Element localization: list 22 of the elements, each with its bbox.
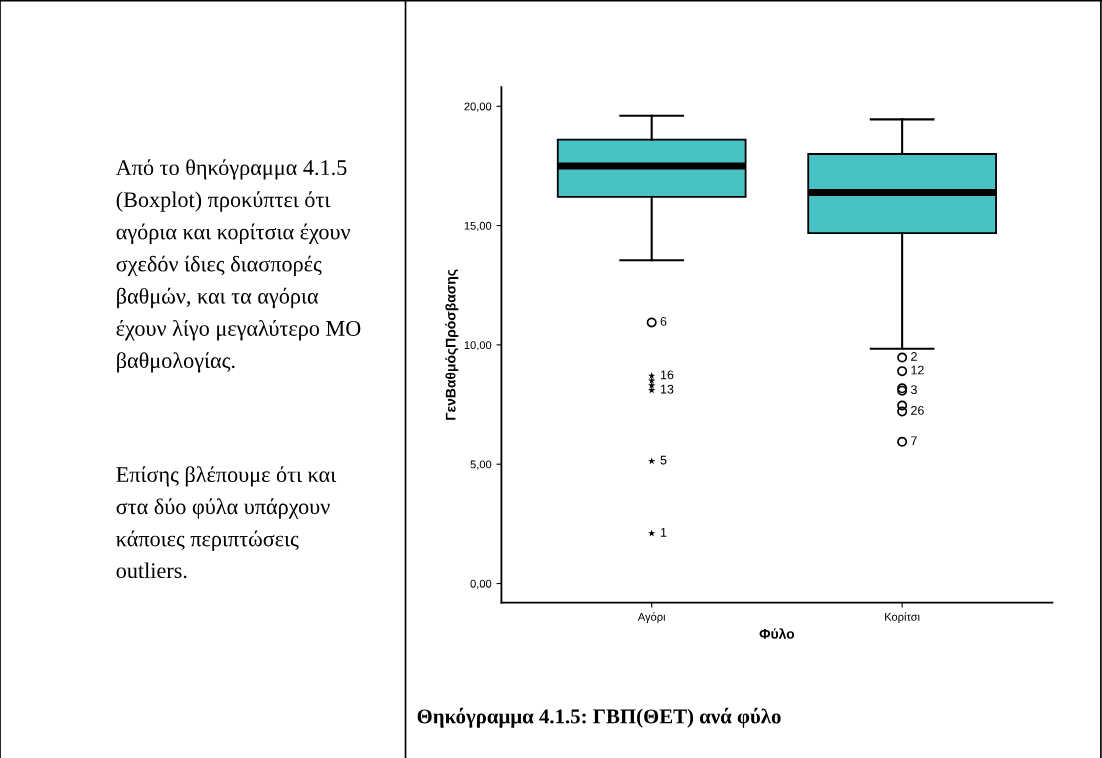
x-axis-title: Φύλο [759,628,795,639]
annotation: 7 [911,436,917,446]
annotation: 26 [911,405,924,415]
annotation: 13 [660,384,674,394]
text: Επίσης βλέπουμε ότι και στα δύο φύλα υπάρχουν κάποιες περιπτώσεις outliers. [116,466,337,579]
annotation: 3 [910,385,917,395]
annotation: 6 [660,316,667,326]
y-tick-label: 0,00 [470,579,492,589]
y-tick-label: 5,00 [470,460,492,470]
y-axis-title: ΓενΒαθμόςΠρόσβασης [445,269,459,420]
x-tick-label: Κορίτσι [885,612,920,624]
annotation: 5 [660,455,667,465]
y-tick-label: 10,00 [464,341,492,351]
y-tick-label: 20,00 [464,102,492,112]
y-tick-label: 15,00 [464,221,492,232]
text: Θηκόγραμμα 4.1.5: ΓΒΠ(ΘΕΤ) ανά φύλο [417,707,781,728]
x-tick-label: Αγόρι [637,612,666,624]
annotation: 1 [660,528,667,537]
annotation: 16 [660,370,674,380]
text: Από το θηκόγραμμα 4.1.5 (Boxplot) προκύπτει ότι αγόρια και κορίτσια έχουν σχεδόν ίδιες διασπορές βαθμών, και τα αγόρια έχουν λίγο μεγαλύτερο ΜΟ βαθμολογίας. [115,159,361,373]
annotation: 12 [911,365,924,375]
annotation: 2 [911,352,917,361]
